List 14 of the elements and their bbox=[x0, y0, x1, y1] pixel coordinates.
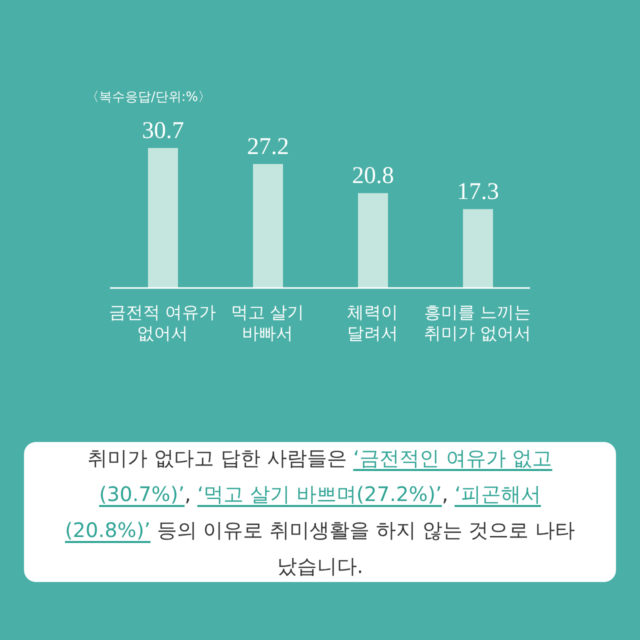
x-tick-label: 체력이 달려서 bbox=[347, 303, 398, 344]
x-tick-label: 흥미를 느끼는 취미가 없어서 bbox=[424, 303, 532, 344]
data-label: 20.8 bbox=[352, 163, 394, 190]
chart-subtitle: 〈복수응답/단위:%〉 bbox=[86, 89, 212, 106]
x-tick-label: 먹고 살기 바빠서 bbox=[230, 303, 304, 344]
data-label: 27.2 bbox=[247, 134, 289, 160]
data-label: 30.7 bbox=[142, 118, 184, 144]
bar bbox=[253, 164, 283, 288]
bar bbox=[463, 209, 493, 288]
bar bbox=[358, 193, 388, 288]
x-tick-label: 금전적 여유가 없어서 bbox=[108, 303, 216, 344]
bar bbox=[148, 148, 178, 288]
text: 취미가 없다고 답한 사람들은 ‘금전적인 여유가 없고(30.7%)’, ‘먹고 살기 바쁘며(27.2%)’, ‘피곤해서(20.8%)’ 등의 이유로 취미생활을 하지 않는 것으로 나타났습니다. bbox=[64, 446, 575, 578]
data-label: 17.3 bbox=[457, 179, 499, 206]
